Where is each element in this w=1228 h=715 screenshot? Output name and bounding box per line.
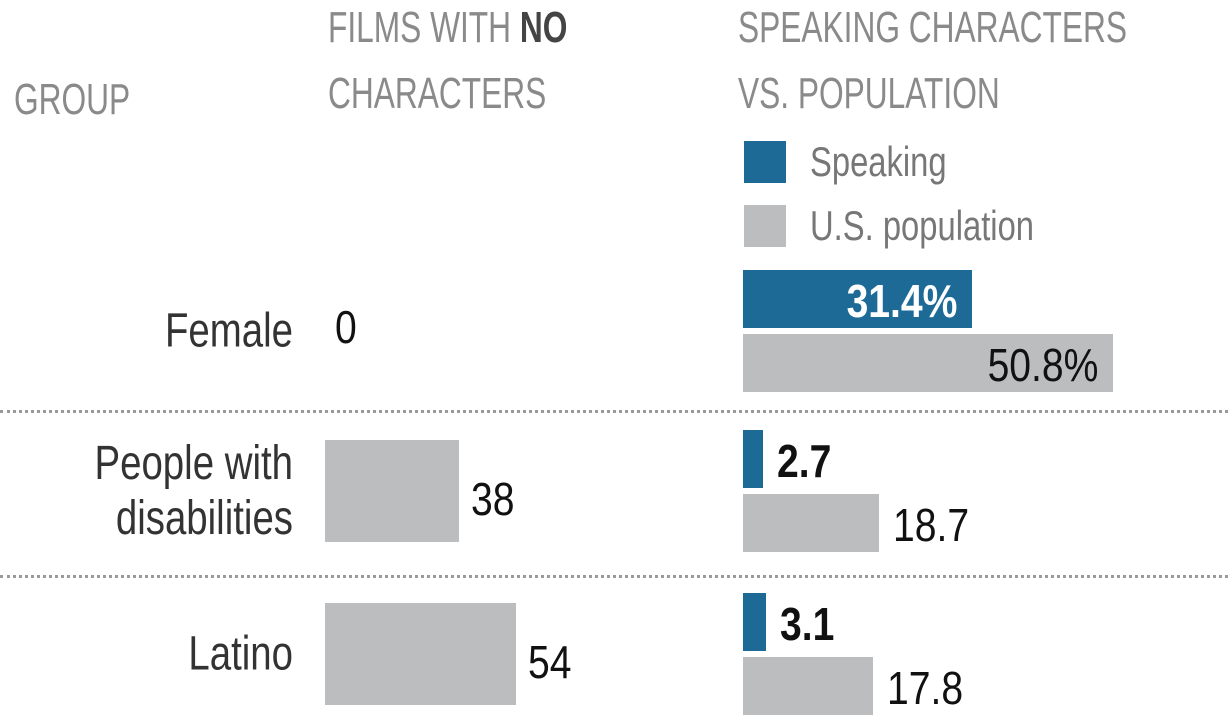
legend-swatch: [744, 205, 786, 247]
legend-label: U.S. population: [810, 202, 1035, 249]
row-label: Female: [164, 304, 293, 358]
value-label: 50.8%: [987, 339, 1099, 391]
bar: [325, 603, 516, 705]
value-label: 0: [335, 301, 357, 353]
legend-label: Speaking: [810, 138, 947, 185]
separator: [0, 575, 1228, 578]
legend-swatch: [744, 141, 786, 183]
bar: [743, 430, 763, 488]
group-header: GROUP: [14, 75, 131, 124]
films-header: FILMS WITH NO: [328, 6, 567, 50]
value-label: 38: [471, 473, 515, 525]
row-label: Latino: [188, 627, 293, 681]
bar: [325, 440, 460, 542]
page: GROUP FILMS WITH NO CHARACTERS SPEAKING …: [0, 3, 1228, 715]
bar: [743, 494, 880, 552]
bar: [743, 334, 1113, 392]
value-label: 31.4%: [846, 275, 958, 327]
bar: [743, 270, 972, 328]
value-label: 54: [527, 636, 572, 688]
bar: [743, 593, 766, 651]
speaking-header-line2: VS. POPULATION: [738, 69, 1000, 118]
value-label: 18.7: [893, 499, 970, 551]
header-bold: NO: [519, 3, 568, 52]
value-label: 17.8: [886, 662, 963, 714]
speaking-header: SPEAKING CHARACTERS: [738, 3, 1128, 52]
header-text: FILMS WITH: [328, 3, 512, 52]
separator: [0, 410, 1228, 413]
value-label: 2.7: [776, 435, 832, 487]
value-label: 3.1: [779, 598, 834, 650]
row-label: People with disabilities: [94, 436, 293, 545]
films-header-line2: CHARACTERS: [328, 69, 547, 118]
bar: [743, 657, 873, 715]
